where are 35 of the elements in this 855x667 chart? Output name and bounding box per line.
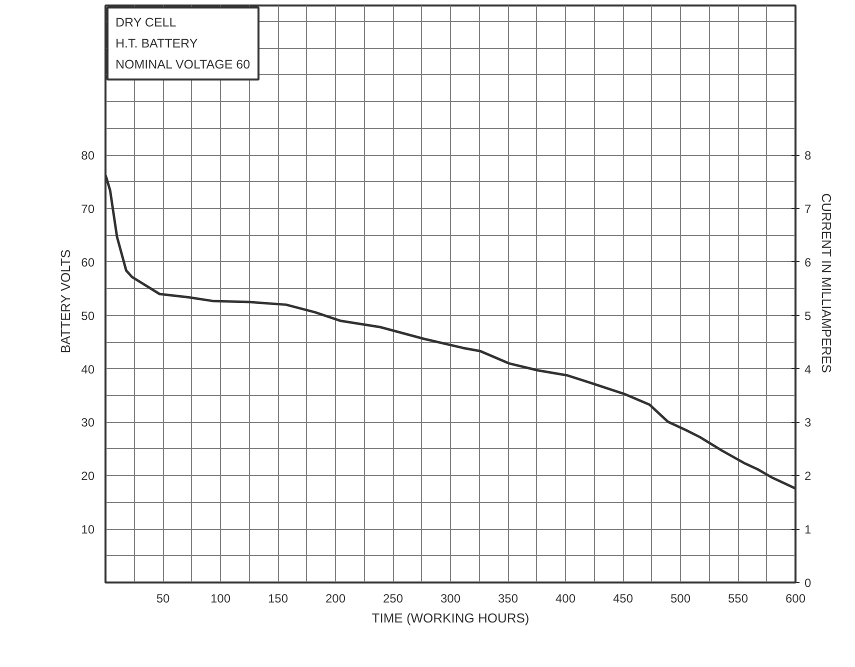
x-tick-label: 250 xyxy=(382,592,404,606)
y2-tick-label: 8 xyxy=(804,148,812,163)
y2-tick-label: 5 xyxy=(804,308,812,323)
x-tick-label: 50 xyxy=(156,592,170,606)
annotation: DRY CELL xyxy=(116,16,176,30)
y-tick-label: 10 xyxy=(81,522,95,537)
x-axis-title: TIME (WORKING HOURS) xyxy=(372,610,530,626)
x-tick-label: 300 xyxy=(440,592,461,606)
y-tick-label: 50 xyxy=(81,308,95,323)
annotation: H.T. BATTERY xyxy=(116,36,198,50)
y2-tick-label: 0 xyxy=(804,576,812,590)
x-tick-label: 500 xyxy=(670,592,691,606)
x-tick-label: 550 xyxy=(728,592,748,606)
x-tick-label: 350 xyxy=(498,592,518,606)
y-axis-title: BATTERY VOLTS xyxy=(58,249,74,354)
x-tick-label: 200 xyxy=(325,592,346,606)
y2-tick-label: 6 xyxy=(804,255,812,270)
y2-tick-label: 4 xyxy=(804,362,812,376)
y2-tick-label: 1 xyxy=(804,522,812,537)
y-tick-label: 60 xyxy=(81,255,95,270)
y-tick-label: 20 xyxy=(81,469,95,484)
y2-tick-label: 2 xyxy=(804,469,812,484)
x-tick-label: 400 xyxy=(555,592,576,606)
x-tick-label: 100 xyxy=(210,592,231,606)
y2-axis-title: CURRENT IN MILLIAMPERES xyxy=(819,193,834,374)
x-tick-label: 600 xyxy=(785,592,806,606)
y-tick-label: 70 xyxy=(81,202,95,216)
x-tick-label: 150 xyxy=(268,592,288,606)
y2-tick-label: 3 xyxy=(804,416,812,430)
annotation: NOMINAL VOLTAGE 60 xyxy=(116,58,250,72)
y-tick-label: 30 xyxy=(81,416,95,430)
x-tick-label: 450 xyxy=(612,592,634,606)
y-tick-label: 40 xyxy=(81,362,95,376)
y2-tick-label: 7 xyxy=(804,202,812,216)
y-tick-label: 80 xyxy=(81,148,95,163)
